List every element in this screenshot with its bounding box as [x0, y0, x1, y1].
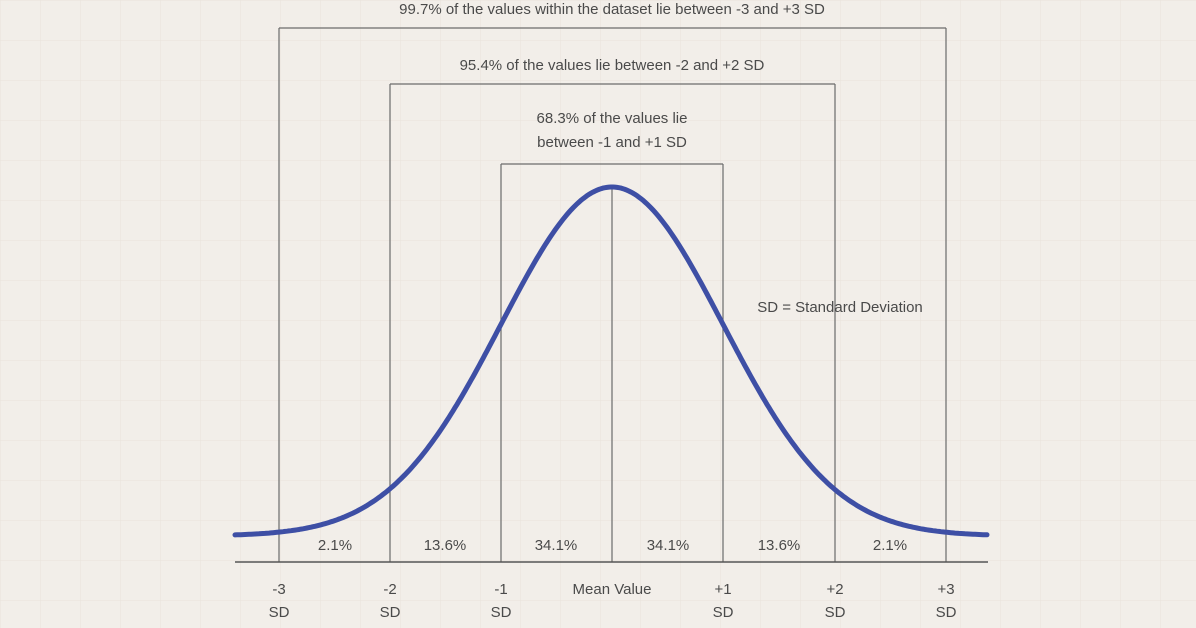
bracket-label: 68.3% of the values lie — [537, 110, 688, 127]
axis-unit: SD — [713, 604, 734, 621]
bell-curve — [232, 184, 990, 538]
axis-label: -1 — [494, 581, 507, 598]
axis-unit: SD — [491, 604, 512, 621]
axis-label: +1 — [714, 581, 731, 598]
segment-label: 2.1% — [873, 537, 907, 554]
axis-unit: SD — [936, 604, 957, 621]
segment-label: 2.1% — [318, 537, 352, 554]
axis-unit: SD — [269, 604, 290, 621]
axis-unit: SD — [380, 604, 401, 621]
segment-label: 34.1% — [647, 537, 690, 554]
axis-label: +2 — [826, 581, 843, 598]
mean-label: Mean Value — [573, 581, 652, 598]
segment-label: 13.6% — [424, 537, 467, 554]
axis-label: -3 — [272, 581, 285, 598]
segment-label: 13.6% — [758, 537, 801, 554]
axis-label: +3 — [937, 581, 954, 598]
bracket-label: 95.4% of the values lie between -2 and +… — [460, 57, 765, 74]
bracket-label: 99.7% of the values within the dataset l… — [399, 1, 825, 18]
bracket-label: between -1 and +1 SD — [537, 134, 687, 151]
segment-label: 34.1% — [535, 537, 578, 554]
axis-unit: SD — [825, 604, 846, 621]
axis-label: -2 — [383, 581, 396, 598]
legend: SD = Standard Deviation — [757, 299, 923, 316]
guide-lines — [235, 27, 988, 563]
